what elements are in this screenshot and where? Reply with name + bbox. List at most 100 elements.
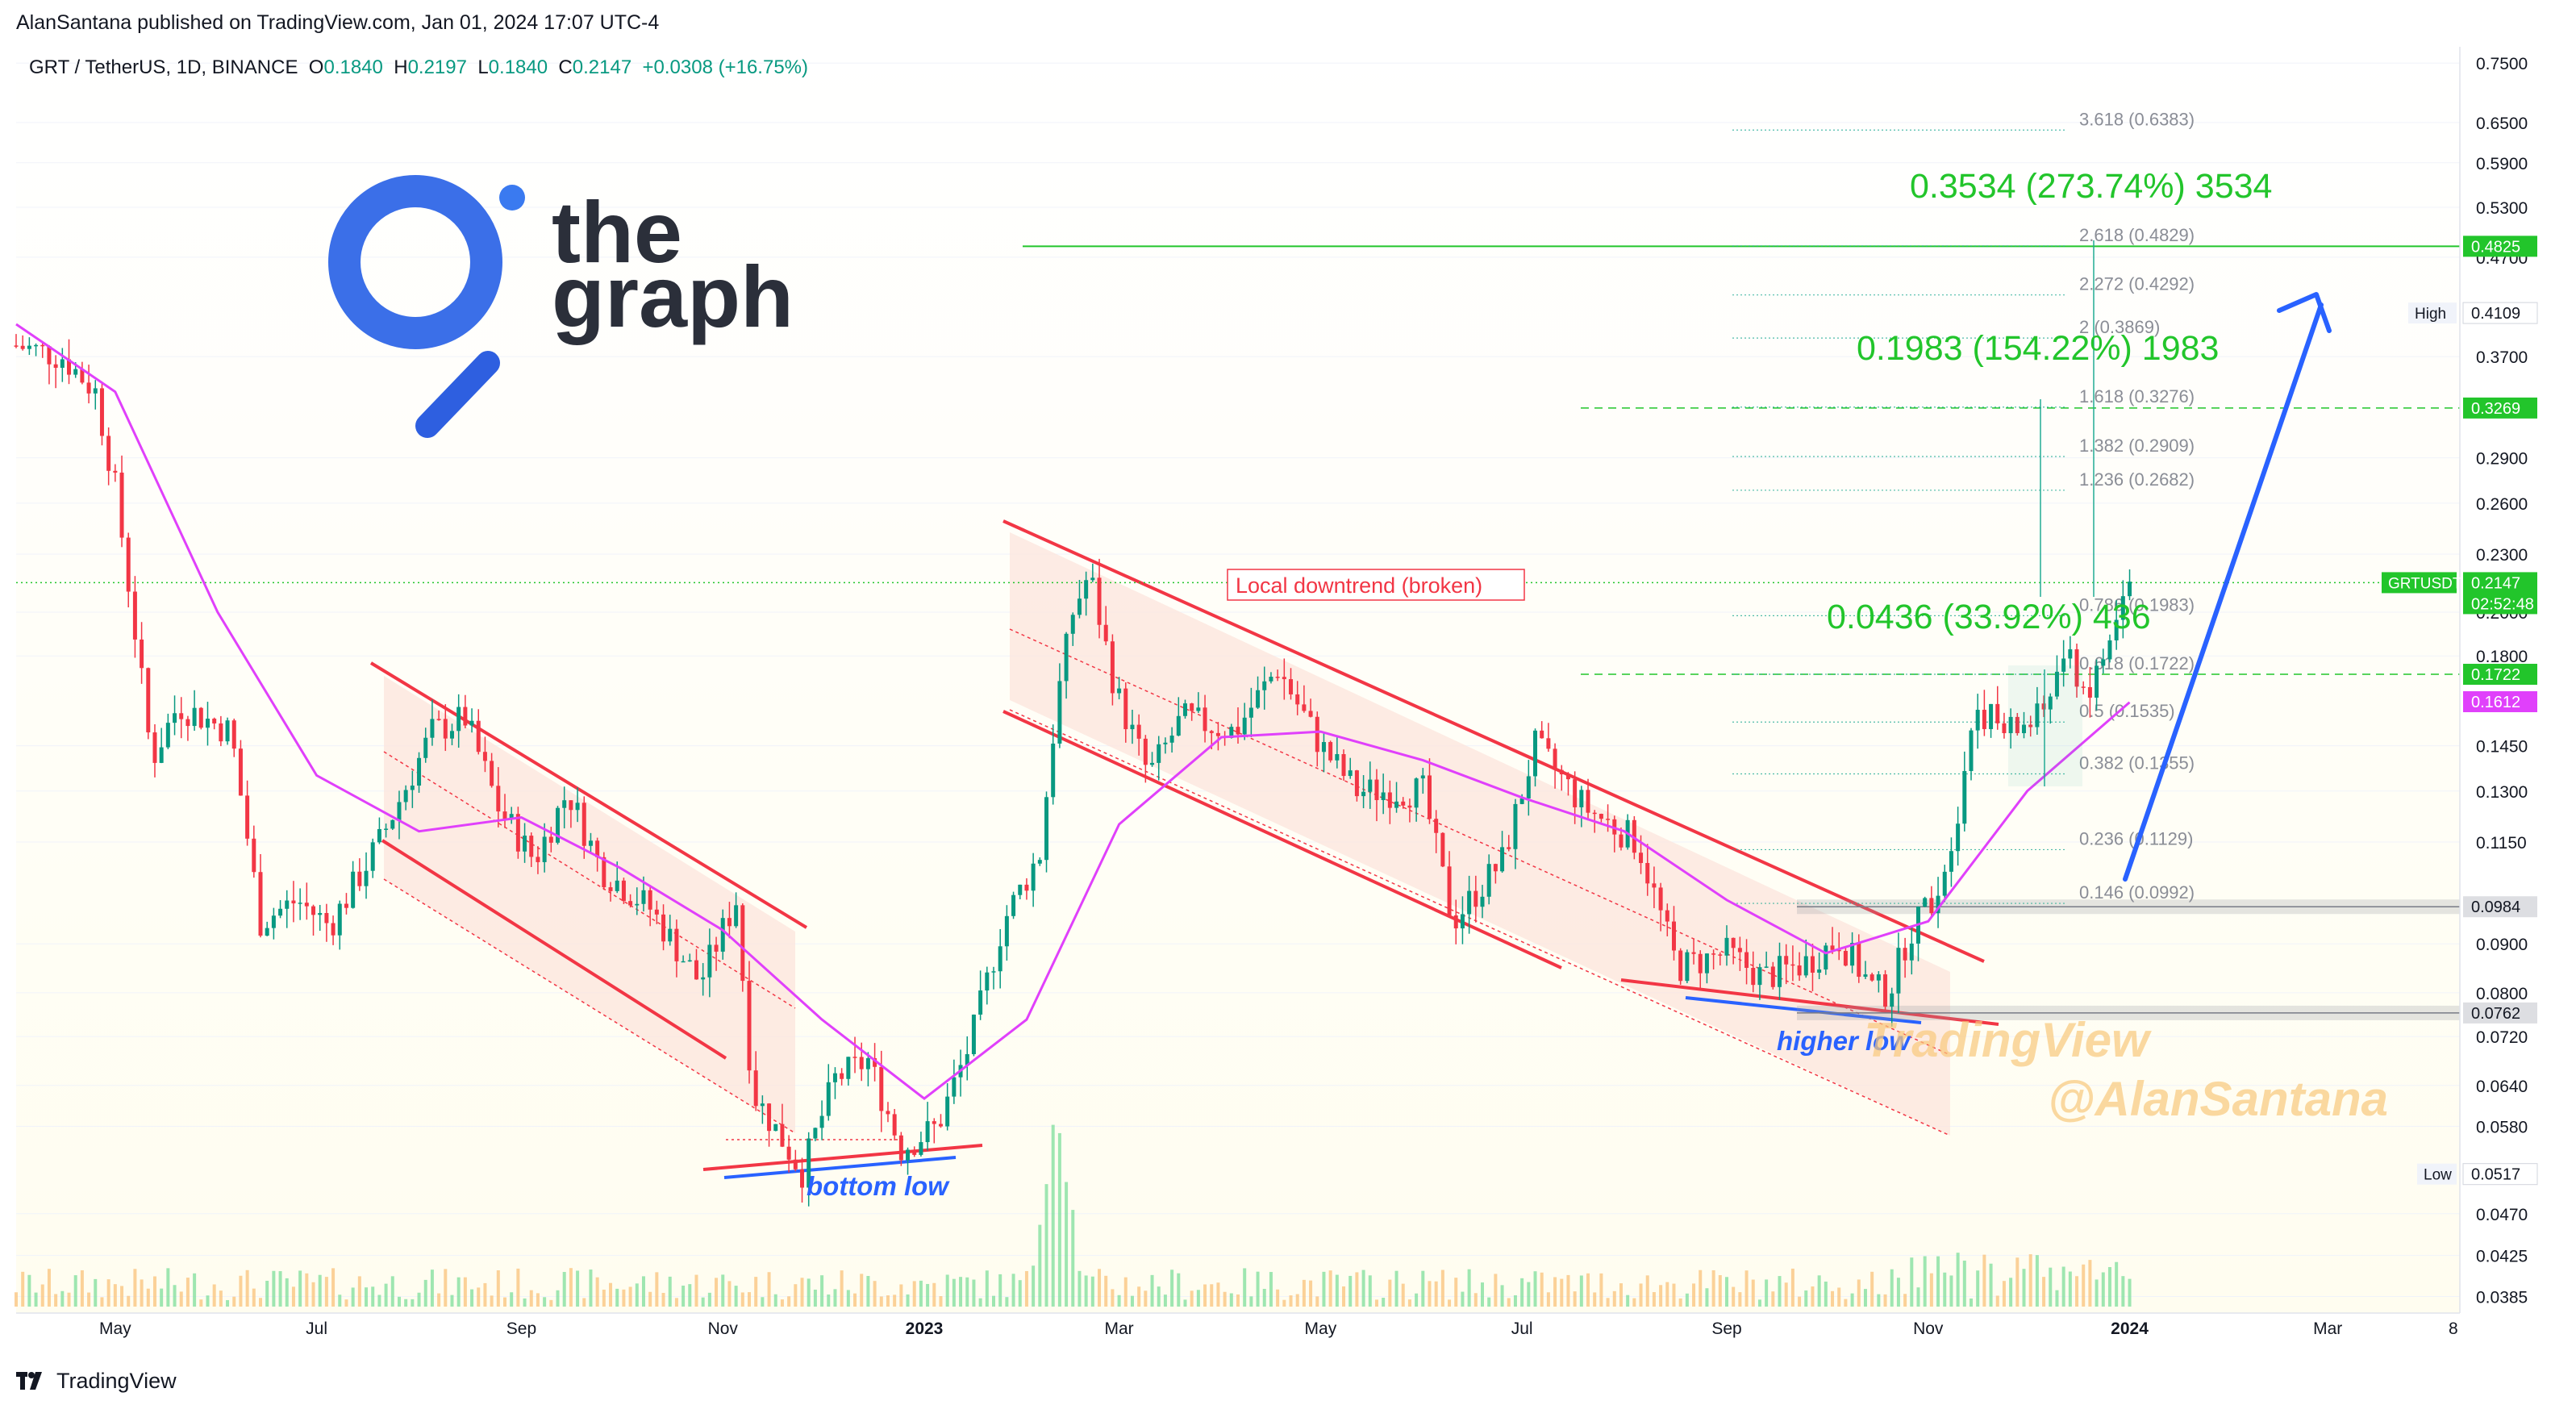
publish-info: AlanSantana published on TradingView.com… [16,11,660,34]
candle-body [449,731,454,739]
volume-bar [120,1286,124,1307]
candle-body [1057,681,1062,744]
candle-body [523,836,527,852]
volume-bar [1903,1294,1907,1307]
candle-body [93,388,98,394]
volume-bar [866,1275,870,1307]
volume-bar [1811,1286,1815,1307]
candle-body [1011,894,1016,916]
volume-bar [879,1296,883,1307]
volume-bar [628,1286,632,1307]
candle-body [1533,730,1538,777]
volume-bar [324,1277,328,1307]
fib-level-label: 1.618 (0.3276) [2079,386,2195,406]
candle-body [1315,716,1319,753]
volume-bar [1612,1290,1616,1307]
candle-body [509,814,514,819]
candle-body [635,903,640,906]
volume-bar [682,1285,686,1307]
candle-body [1704,953,1709,973]
candle-body [1242,717,1247,735]
candle-body [1084,580,1089,599]
channel-2-lower-line [1002,710,1562,969]
volume-bar [1718,1275,1722,1307]
candle-body [1295,694,1300,705]
volume-bar [615,1288,619,1307]
volume-bar [1084,1275,1088,1307]
candle-body [1123,688,1128,730]
tradingview-logo-icon[interactable] [16,1372,47,1390]
candle-body [258,872,263,936]
volume-bar [2028,1254,2032,1307]
volume-bar [1573,1291,1577,1307]
candle-body [146,668,151,733]
volume-bar [1883,1294,1887,1307]
volume-bar [2128,1278,2132,1307]
candle-body [536,857,540,862]
volume-bar [641,1276,645,1307]
candle-body [747,981,752,1071]
candle-body [753,1070,758,1107]
candle-body [106,436,111,471]
candle-body [701,977,706,980]
price-tag-label: High [2415,306,2446,323]
volume-bar [780,1299,784,1307]
volume-bar [899,1284,903,1307]
volume-bar [496,1270,500,1307]
volume-bar [1309,1280,1313,1307]
volume-bar [160,1288,164,1307]
symbol-title[interactable]: GRT / TetherUS, 1D, BINANCE [29,56,298,78]
volume-bar [2115,1261,2119,1307]
fib-level-label: 2.618 (0.4829) [2079,225,2195,245]
price-badge-label: 0.1612 [2471,694,2520,711]
candle-body [364,870,369,886]
volume-bar [1394,1270,1398,1307]
candle-body [898,1135,903,1161]
volume-bar [1374,1299,1378,1307]
open-value: 0.1840 [323,56,383,78]
candle-body [1817,969,1822,973]
volume-bar [357,1276,361,1307]
candle-body [1368,779,1373,792]
volume-bar [1032,1265,1036,1307]
volume-bar [1223,1291,1227,1307]
candle-body [1077,598,1082,615]
candle-body [377,828,381,843]
time-tick-label: May [1305,1320,1337,1338]
channel-2-outer-line [1009,709,1951,1136]
candle-body [1256,690,1261,708]
candle-body [1691,952,1696,954]
candle-body [1678,950,1683,982]
candle-body [1302,704,1307,711]
price-axis-ticks: 0.75000.65000.59000.53000.47000.37000.29… [2476,55,2528,1307]
volume-bar [133,1269,137,1307]
volume-bar [113,1284,117,1307]
high-label: H [394,56,408,78]
candle-body [1335,754,1340,761]
volume-bar [516,1268,520,1307]
candle-body [1394,801,1399,808]
volume-bar [1038,1224,1042,1307]
volume-bar [1936,1256,1940,1307]
candle-body [1565,774,1570,780]
price-badge [2463,664,2537,686]
channel-1-upper-line [369,661,808,929]
axes [16,47,2461,1314]
volume-bar [1738,1292,1742,1307]
candle-body [919,1142,923,1155]
candle-body [1949,851,1953,872]
candle-body [879,1066,884,1111]
volume-bar [893,1295,897,1307]
tradingview-brand[interactable]: TradingView [56,1368,177,1393]
candle-body [1573,779,1578,807]
volume-bar [1599,1273,1603,1307]
channel-1-lower-line [381,839,727,1060]
candle-body [370,842,375,871]
volume-bar [2042,1277,2046,1307]
volume-bar [1183,1299,1187,1307]
candle-body [423,737,428,758]
price-tick-label: 0.0900 [2476,936,2528,954]
candle-body [2035,703,2040,728]
volume-bar [152,1276,156,1307]
